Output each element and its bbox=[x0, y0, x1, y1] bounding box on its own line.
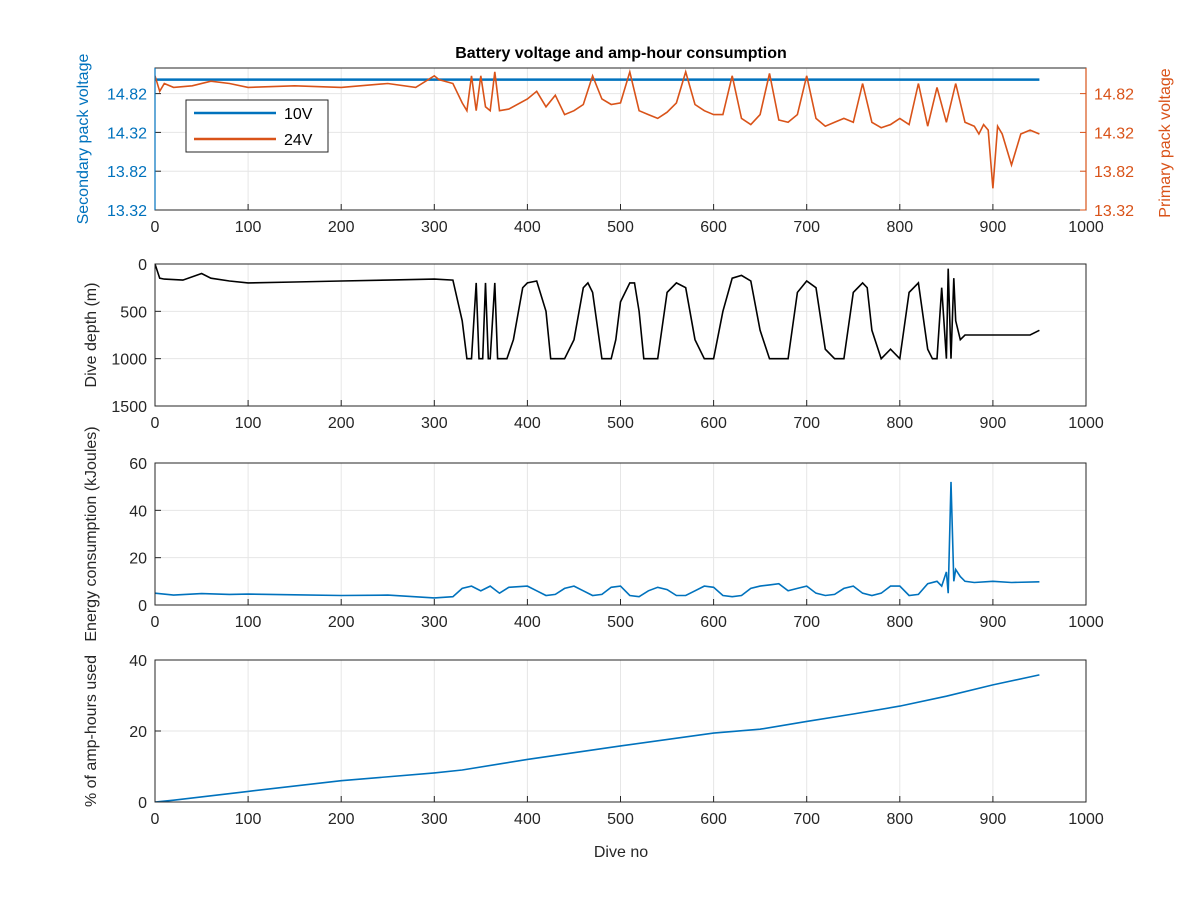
x-tick-label: 800 bbox=[886, 415, 913, 432]
x-tick-label: 900 bbox=[980, 219, 1007, 236]
y-axis-label: Secondary pack voltage bbox=[75, 54, 92, 225]
y-tick-label: 40 bbox=[129, 653, 147, 670]
x-tick-label: 0 bbox=[151, 415, 160, 432]
x-tick-label: 200 bbox=[328, 219, 355, 236]
y-tick-label: 0 bbox=[138, 257, 147, 274]
chart-title: Battery voltage and amp-hour consumption bbox=[455, 45, 787, 62]
x-tick-label: 800 bbox=[886, 811, 913, 828]
y-axis-label: Energy consumption (kJoules) bbox=[83, 426, 100, 641]
legend-label-10v: 10V bbox=[284, 106, 313, 123]
x-tick-label: 400 bbox=[514, 415, 541, 432]
x-tick-label: 0 bbox=[151, 614, 160, 631]
x-tick-label: 200 bbox=[328, 415, 355, 432]
x-tick-label: 1000 bbox=[1068, 415, 1104, 432]
x-tick-label: 700 bbox=[793, 614, 820, 631]
y-right-tick-label: 14.82 bbox=[1094, 87, 1134, 104]
y-tick-label: 0 bbox=[138, 795, 147, 812]
x-tick-label: 600 bbox=[700, 811, 727, 828]
x-tick-label: 0 bbox=[151, 219, 160, 236]
y-tick-label: 1500 bbox=[111, 399, 147, 416]
y-right-axis-label: Primary pack voltage bbox=[1157, 68, 1174, 217]
x-tick-label: 100 bbox=[235, 415, 262, 432]
x-tick-label: 600 bbox=[700, 614, 727, 631]
y-right-tick-label: 13.82 bbox=[1094, 164, 1134, 181]
x-tick-label: 1000 bbox=[1068, 614, 1104, 631]
x-tick-label: 800 bbox=[886, 219, 913, 236]
x-tick-label: 500 bbox=[607, 219, 634, 236]
x-tick-label: 800 bbox=[886, 614, 913, 631]
x-tick-label: 300 bbox=[421, 811, 448, 828]
series-line-data bbox=[155, 264, 1040, 361]
x-tick-label: 0 bbox=[151, 811, 160, 828]
x-tick-label: 100 bbox=[235, 614, 262, 631]
y-tick-label: 13.82 bbox=[107, 164, 147, 181]
y-tick-label: 40 bbox=[129, 503, 147, 520]
y-tick-label: 60 bbox=[129, 456, 147, 473]
x-tick-label: 400 bbox=[514, 219, 541, 236]
x-tick-label: 600 bbox=[700, 219, 727, 236]
panel-energy: 0 100 200 300 400 500 600 700 800 900 1000 0 20 40 60 E… bbox=[83, 426, 1104, 641]
y-tick-label: 20 bbox=[129, 724, 147, 741]
y-right-tick-label: 14.32 bbox=[1094, 125, 1134, 142]
legend: 10V 24V bbox=[185, 99, 329, 153]
x-tick-label: 400 bbox=[514, 614, 541, 631]
y-axis-label: % of amp-hours used bbox=[83, 655, 100, 807]
series-line-24v bbox=[155, 68, 1040, 189]
x-tick-label: 400 bbox=[514, 811, 541, 828]
series-line-data bbox=[155, 481, 1040, 599]
y-axis-label: Dive depth (m) bbox=[83, 283, 100, 388]
x-tick-label: 700 bbox=[793, 811, 820, 828]
x-tick-label: 700 bbox=[793, 415, 820, 432]
y-tick-label: 14.32 bbox=[107, 125, 147, 142]
x-tick-label: 300 bbox=[421, 219, 448, 236]
panel-depth: 0 100 200 300 400 500 600 700 800 900 1000 0 500 1000… bbox=[83, 257, 1104, 432]
y-tick-label: 13.32 bbox=[107, 203, 147, 220]
legend-box bbox=[185, 99, 329, 153]
x-tick-label: 1000 bbox=[1068, 219, 1104, 236]
x-axis-label: Dive no bbox=[594, 844, 648, 861]
y-tick-label: 20 bbox=[129, 551, 147, 568]
x-tick-label: 900 bbox=[980, 415, 1007, 432]
series-line-data bbox=[155, 674, 1040, 802]
x-tick-label: 500 bbox=[607, 415, 634, 432]
x-tick-label: 900 bbox=[980, 811, 1007, 828]
y-tick-label: 500 bbox=[120, 304, 147, 321]
x-tick-label: 700 bbox=[793, 219, 820, 236]
y-right-tick-label: 13.32 bbox=[1094, 203, 1134, 220]
x-tick-label: 300 bbox=[421, 415, 448, 432]
x-tick-label: 1000 bbox=[1068, 811, 1104, 828]
x-tick-label: 200 bbox=[328, 811, 355, 828]
y-tick-label: 0 bbox=[138, 598, 147, 615]
x-tick-label: 200 bbox=[328, 614, 355, 631]
x-tick-label: 300 bbox=[421, 614, 448, 631]
x-tick-label: 900 bbox=[980, 614, 1007, 631]
y-tick-label: 14.82 bbox=[107, 87, 147, 104]
x-tick-label: 100 bbox=[235, 811, 262, 828]
x-tick-label: 600 bbox=[700, 415, 727, 432]
x-tick-label: 500 bbox=[607, 614, 634, 631]
panel-amphours: 0 100 200 300 400 500 600 700 800 900 1000 0 20 40 % o… bbox=[83, 653, 1104, 828]
legend-label-24v: 24V bbox=[284, 132, 313, 149]
x-tick-label: 100 bbox=[235, 219, 262, 236]
y-tick-label: 1000 bbox=[111, 352, 147, 369]
x-tick-label: 500 bbox=[607, 811, 634, 828]
